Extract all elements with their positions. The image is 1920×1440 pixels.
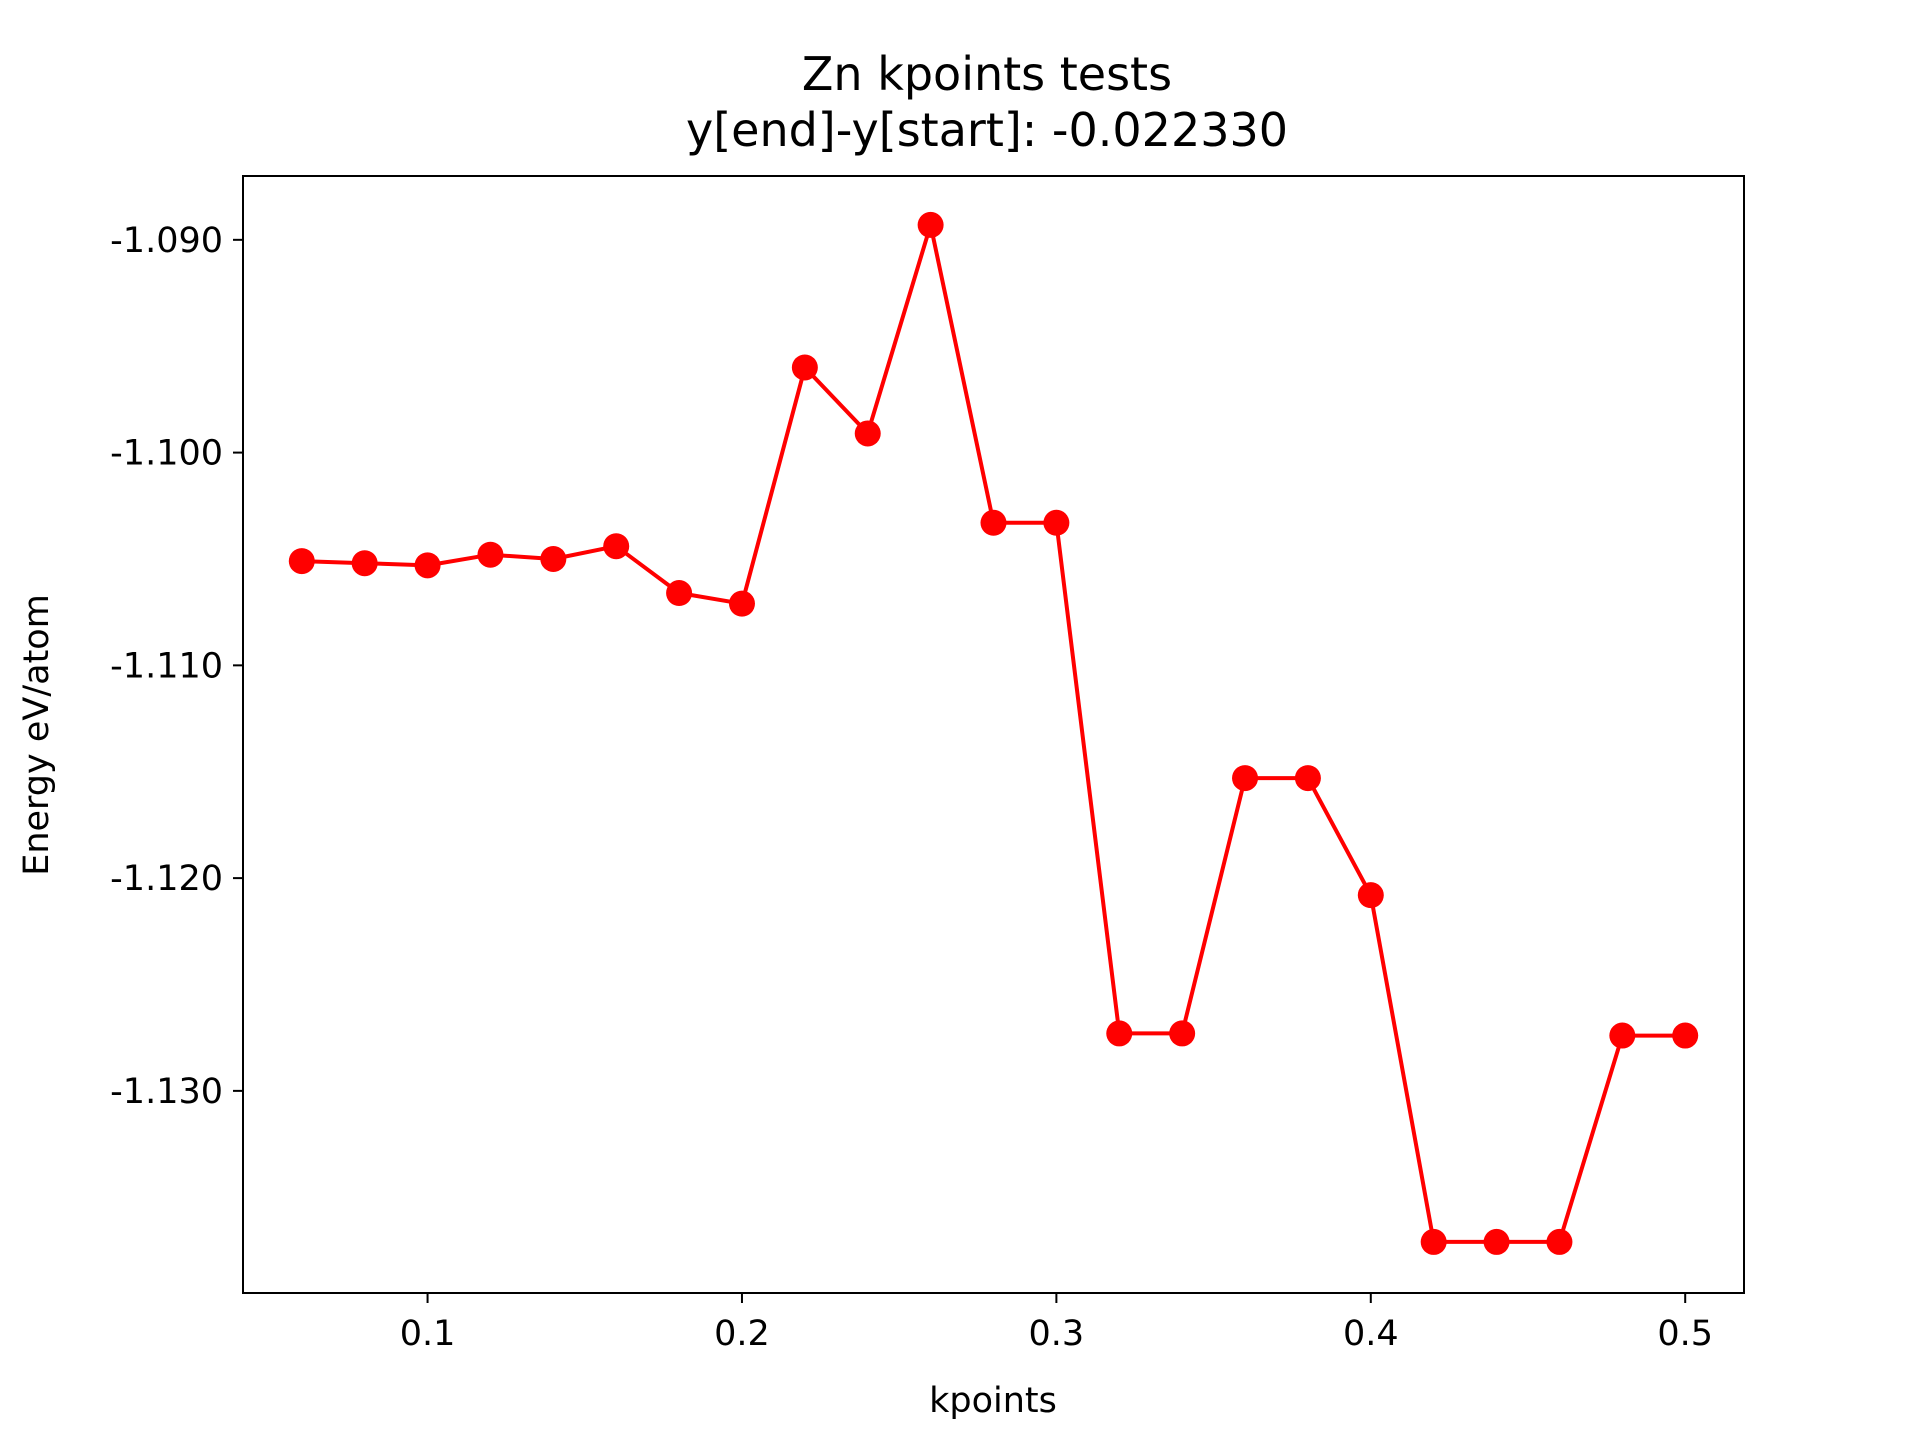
- x-tick-label: 0.3: [1029, 1314, 1085, 1354]
- data-point: [1420, 1228, 1447, 1255]
- chart-subtitle: y[end]-y[start]: -0.022330: [686, 103, 1288, 157]
- x-tick-label: 0.2: [714, 1314, 770, 1354]
- plot-frame: [242, 175, 1745, 1294]
- y-axis-label: Energy eV/atom: [17, 594, 57, 876]
- data-point: [1294, 765, 1321, 792]
- data-point: [351, 550, 378, 577]
- x-tick-label: 0.4: [1343, 1314, 1399, 1354]
- plot-area: [288, 211, 1699, 1255]
- y-tick-label: -1.110: [110, 646, 223, 686]
- data-point: [980, 509, 1007, 536]
- data-point: [728, 590, 755, 617]
- data-point: [1169, 1020, 1196, 1047]
- y-tick-label: -1.120: [110, 859, 223, 899]
- data-point: [1609, 1022, 1636, 1049]
- data-point: [917, 211, 944, 238]
- data-point: [854, 420, 881, 447]
- data-point: [288, 548, 315, 575]
- chart-title: Zn kpoints tests: [802, 47, 1172, 101]
- data-point: [477, 541, 504, 568]
- x-axis: 0.1 0.2 0.3 0.4 0.5: [400, 1293, 1713, 1354]
- y-axis: -1.090 -1.100 -1.110 -1.120 -1.130: [110, 221, 243, 1112]
- data-point: [603, 533, 630, 560]
- data-point: [414, 552, 441, 579]
- y-tick-label: -1.090: [110, 221, 223, 261]
- y-tick-label: -1.130: [110, 1072, 223, 1112]
- data-point: [1357, 882, 1384, 909]
- data-point: [540, 545, 567, 572]
- x-axis-label: kpoints: [929, 1381, 1057, 1421]
- x-tick-label: 0.1: [400, 1314, 456, 1354]
- data-point: [1106, 1020, 1133, 1047]
- data-point: [666, 580, 693, 607]
- data-point: [1043, 509, 1070, 536]
- data-point: [1232, 765, 1259, 792]
- y-tick-label: -1.100: [110, 434, 223, 474]
- x-tick-label: 0.5: [1657, 1314, 1713, 1354]
- data-point: [1483, 1228, 1510, 1255]
- data-point: [791, 354, 818, 381]
- data-point: [1546, 1228, 1573, 1255]
- data-point: [1672, 1022, 1699, 1049]
